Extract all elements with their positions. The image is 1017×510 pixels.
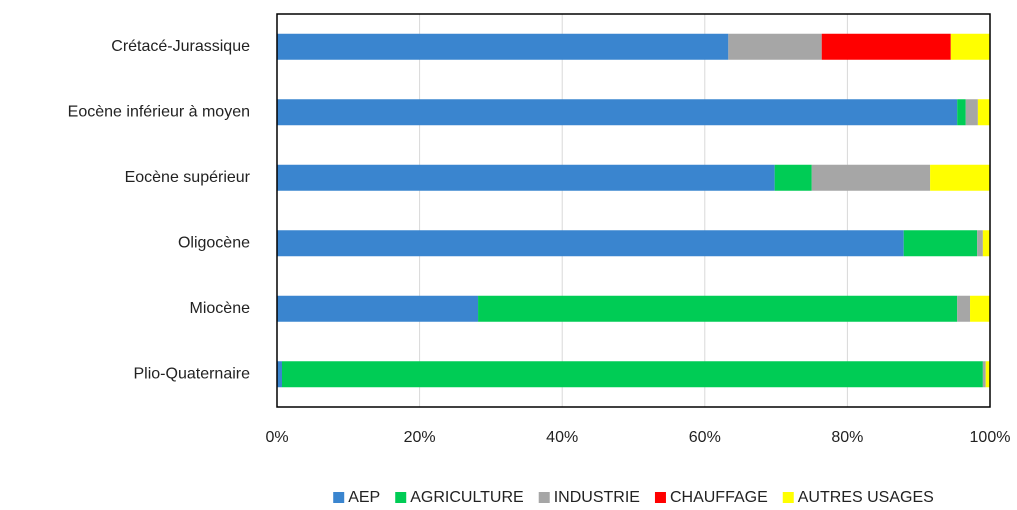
bar-segment	[281, 361, 983, 388]
legend-label: CHAUFFAGE	[670, 489, 768, 506]
legend-label: AGRICULTURE	[410, 489, 524, 506]
legend-swatch	[333, 492, 345, 503]
bar-segment	[728, 33, 822, 60]
bar-segment	[774, 164, 812, 191]
bar-segment	[985, 361, 990, 388]
bar-segment	[950, 33, 990, 60]
x-tick-label: 0%	[265, 429, 288, 446]
bar-segment	[977, 230, 983, 257]
y-tick-label: Oligocène	[178, 234, 250, 251]
bar-segment	[930, 164, 990, 191]
bar-segment	[277, 164, 775, 191]
y-tick-label: Plio-Quaternaire	[134, 365, 251, 382]
y-tick-label: Crétacé-Jurassique	[111, 38, 250, 55]
bar-segment	[957, 295, 971, 322]
x-tick-label: 20%	[404, 429, 436, 446]
bar-segment	[277, 361, 282, 388]
bar-segment	[277, 295, 479, 322]
bar-segment	[277, 230, 904, 257]
bar-segment	[957, 99, 966, 126]
legend-swatch	[782, 492, 794, 503]
y-tick-label: Eocène inférieur à moyen	[68, 103, 250, 120]
bar-segment	[821, 33, 951, 60]
bar-segment	[970, 295, 990, 322]
y-tick-label: Miocène	[190, 300, 251, 317]
bar-segment	[982, 230, 990, 257]
legend-label: INDUSTRIE	[554, 489, 640, 506]
x-tick-label: 100%	[970, 429, 1011, 446]
legend-swatch	[654, 492, 666, 503]
x-tick-label: 40%	[546, 429, 578, 446]
bar-segment	[811, 164, 931, 191]
bar-segment	[965, 99, 978, 126]
bar-segment	[982, 361, 986, 388]
x-tick-label: 80%	[831, 429, 863, 446]
legend-label: AUTRES USAGES	[798, 489, 934, 506]
x-tick-label: 60%	[689, 429, 721, 446]
legend-swatch	[538, 492, 550, 503]
plot-frame	[276, 13, 991, 408]
bar-segment	[977, 99, 990, 126]
bar-segment	[277, 99, 958, 126]
bar-segment	[478, 295, 958, 322]
legend-label: AEP	[348, 489, 380, 506]
bar-segment	[277, 33, 729, 60]
y-tick-label: Eocène supérieur	[125, 169, 251, 186]
legend-swatch	[395, 492, 407, 503]
bar-segment	[903, 230, 978, 257]
